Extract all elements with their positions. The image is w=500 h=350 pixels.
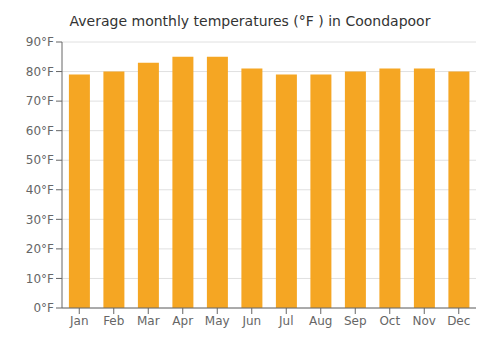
svg-text:90°F: 90°F	[26, 35, 54, 49]
html-text:Average monthly temperatures (: Average monthly temperatures (°F ) in Co…	[69, 13, 431, 29]
svg-text:0°F: 0°F	[33, 301, 54, 315]
svg-text:Jul: Jul	[278, 314, 293, 328]
svg-text:Sep: Sep	[344, 314, 367, 328]
svg-text:70°F: 70°F	[26, 94, 54, 108]
svg-text:Jun: Jun	[241, 314, 261, 328]
svg-text:20°F: 20°F	[26, 242, 54, 256]
svg-text:Oct: Oct	[379, 314, 400, 328]
svg-text:10°F: 10°F	[26, 272, 54, 286]
svg-text:40°F: 40°F	[26, 183, 54, 197]
svg-text:Mar: Mar	[137, 314, 160, 328]
svg-text:Jan: Jan	[69, 314, 89, 328]
svg-text:Dec: Dec	[447, 314, 470, 328]
svg-text:Apr: Apr	[172, 314, 193, 328]
svg-text:Aug: Aug	[309, 314, 332, 328]
svg-text:50°F: 50°F	[26, 153, 54, 167]
svg-text:60°F: 60°F	[26, 124, 54, 138]
svg-text:May: May	[205, 314, 230, 328]
svg-text:Feb: Feb	[103, 314, 124, 328]
svg-text:80°F: 80°F	[26, 65, 54, 79]
svg-text:30°F: 30°F	[26, 213, 54, 227]
svg-text:Nov: Nov	[413, 314, 436, 328]
